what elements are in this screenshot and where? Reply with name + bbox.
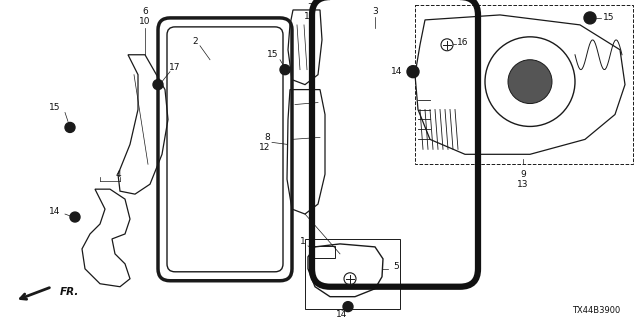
Text: 6: 6: [142, 7, 148, 16]
Text: 11: 11: [304, 12, 316, 21]
Circle shape: [343, 302, 353, 312]
Circle shape: [153, 80, 163, 90]
Text: 5: 5: [393, 262, 399, 271]
Text: 14: 14: [390, 67, 402, 76]
Text: 15: 15: [603, 13, 614, 22]
Circle shape: [280, 65, 290, 75]
Text: 16: 16: [457, 38, 468, 47]
Bar: [313, 246, 335, 258]
Circle shape: [584, 12, 596, 24]
Text: 9: 9: [520, 170, 526, 179]
Circle shape: [407, 66, 419, 78]
Circle shape: [65, 123, 75, 132]
Bar: [415, 5, 633, 164]
Bar: [305, 239, 400, 308]
Text: 3: 3: [372, 7, 378, 16]
Text: 8: 8: [264, 133, 270, 142]
Text: 2: 2: [192, 37, 198, 46]
Text: 14: 14: [336, 310, 348, 319]
Text: 13: 13: [517, 180, 529, 189]
Text: 17: 17: [169, 63, 180, 72]
Text: 12: 12: [259, 143, 270, 152]
Text: TX44B3900: TX44B3900: [572, 306, 620, 315]
Text: 1: 1: [300, 237, 306, 246]
Text: FR.: FR.: [60, 287, 79, 297]
Text: 10: 10: [140, 17, 151, 27]
Circle shape: [508, 60, 552, 104]
Text: 15: 15: [266, 50, 278, 59]
Text: 4: 4: [115, 170, 121, 179]
Text: 7: 7: [307, 4, 313, 12]
Text: 15: 15: [49, 103, 61, 112]
Text: 14: 14: [49, 206, 61, 216]
Circle shape: [70, 212, 80, 222]
